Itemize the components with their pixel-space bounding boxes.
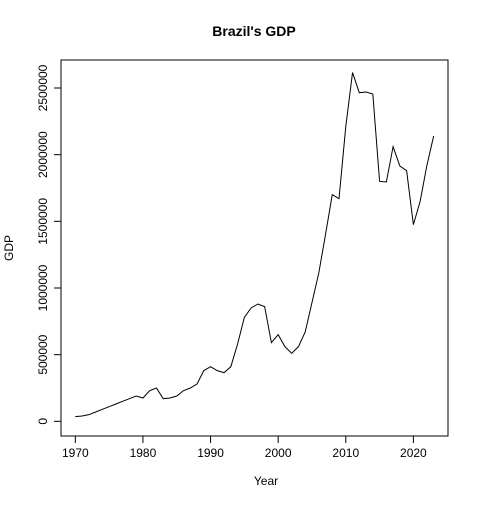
x-tick-label: 2000 [265,446,292,460]
x-tick-label: 1980 [130,446,157,460]
x-tick-label: 1990 [197,446,224,460]
y-tick-label: 0 [36,418,50,425]
y-axis-label: GDP [2,235,16,261]
plot-box [60,59,449,437]
y-tick-label: 1000000 [36,264,50,311]
x-axis-label: Year [254,474,278,488]
x-tick-label: 2020 [400,446,427,460]
data-line [75,72,435,418]
chart-title: Brazil's GDP [212,23,295,39]
x-tick-label: 1970 [62,446,89,460]
y-tick-label: 2500000 [36,64,50,111]
y-tick-label: 2000000 [36,131,50,178]
y-tick-label: 1500000 [36,198,50,245]
x-tick-label: 2010 [332,446,359,460]
y-tick-label: 500000 [36,334,50,374]
